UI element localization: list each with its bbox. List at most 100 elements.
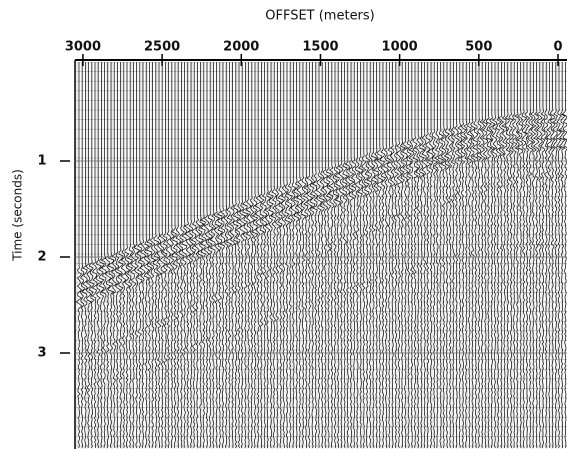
- seismic-trace: [232, 62, 240, 449]
- seismic-trace: [274, 62, 281, 449]
- seismic-trace: [139, 62, 147, 448]
- seismic-trace: [295, 62, 303, 449]
- seismic-trace: [225, 62, 233, 448]
- seismic-trace: [228, 62, 236, 449]
- seismic-trace: [450, 62, 456, 449]
- seismic-trace: [277, 62, 284, 449]
- seismic-trace: [85, 62, 93, 449]
- seismic-trace: [342, 62, 349, 449]
- seismic-trace: [481, 62, 489, 449]
- seismic-trace: [156, 62, 163, 449]
- seismic-trace: [184, 62, 192, 449]
- seismic-trace: [478, 62, 486, 449]
- y-axis-label: Time (seconds): [11, 169, 25, 262]
- seismic-trace: [91, 62, 98, 449]
- seismic-trace: [360, 62, 367, 449]
- seismic-trace: [104, 62, 112, 449]
- seismic-trace: [133, 62, 140, 449]
- seismic-trace: [219, 62, 226, 449]
- seismic-trace: [495, 62, 502, 449]
- seismic-trace: [280, 62, 288, 449]
- seismic-trace: [558, 62, 566, 449]
- seismic-trace: [440, 62, 447, 449]
- seismic-trace: [529, 62, 537, 449]
- seismic-trace: [555, 62, 562, 449]
- seismic-trace: [363, 62, 371, 449]
- seismic-trace: [540, 62, 546, 448]
- seismic-trace: [88, 62, 95, 449]
- x-tick-label: 0: [553, 40, 562, 55]
- x-tick-label: 3000: [65, 40, 101, 55]
- seismic-trace: [386, 62, 393, 449]
- seismic-trace: [334, 62, 341, 449]
- seismic-trace: [318, 62, 326, 449]
- seismic-trace: [552, 62, 559, 449]
- seismic-trace: [491, 62, 498, 449]
- seismic-trace: [158, 62, 166, 449]
- seismic-trace: [153, 62, 160, 449]
- seismic-trace: [188, 62, 195, 449]
- seismic-trace: [238, 62, 246, 449]
- seismic-trace: [81, 62, 89, 449]
- seismic-trace: [453, 62, 461, 449]
- seismic-trace: [100, 62, 108, 448]
- seismic-trace: [348, 62, 355, 449]
- seismic-trace: [79, 62, 85, 449]
- seismic-trace: [143, 62, 150, 449]
- seismic-trace: [382, 62, 391, 449]
- seismic-trace: [406, 62, 412, 449]
- seismic-trace: [532, 62, 540, 448]
- seismic-trace: [476, 62, 483, 449]
- seismic-trace: [332, 62, 339, 449]
- seismic-trace: [357, 62, 364, 449]
- seismic-trace: [264, 62, 272, 449]
- seismic-trace: [207, 62, 214, 449]
- seismic-trace: [501, 62, 508, 449]
- seismic-trace: [408, 62, 415, 449]
- traces: [75, 62, 567, 449]
- seismic-trace: [216, 62, 224, 449]
- y-tick-label: 3: [37, 346, 46, 361]
- seismic-trace: [95, 62, 102, 449]
- seismic-trace: [120, 62, 127, 449]
- seismic-trace: [399, 62, 407, 449]
- y-tick-label: 1: [37, 154, 46, 169]
- seismic-trace: [543, 62, 549, 449]
- seismic-trace: [162, 62, 168, 449]
- seismic-trace: [169, 62, 176, 448]
- seismic-trace: [327, 62, 335, 449]
- seismic-trace: [284, 62, 291, 449]
- seismic-trace: [171, 62, 178, 449]
- seismic-trace: [258, 62, 265, 449]
- seismic-trace: [181, 62, 188, 448]
- seismic-trace: [471, 62, 479, 449]
- seismic-trace: [354, 62, 361, 449]
- seismic-trace: [311, 62, 319, 449]
- seismic-trace: [254, 62, 262, 449]
- seismic-trace: [469, 62, 476, 448]
- x-tick-label: 500: [465, 40, 492, 55]
- seismic-trace: [110, 62, 118, 449]
- seismic-trace: [443, 62, 451, 449]
- seismic-trace: [419, 62, 426, 449]
- seismic-trace: [165, 62, 172, 449]
- seismic-trace: [261, 62, 268, 449]
- seismic-trace: [427, 62, 435, 449]
- seismic-trace: [545, 62, 553, 449]
- x-tick-label: 2000: [223, 40, 259, 55]
- seismic-trace: [431, 62, 439, 449]
- x-tick-label: 2500: [144, 40, 180, 55]
- seismic-trace: [149, 62, 157, 449]
- seismic-trace: [379, 62, 387, 449]
- seismic-trace: [136, 62, 143, 449]
- seismic-trace: [376, 62, 384, 449]
- seismic-trace: [107, 62, 115, 449]
- seismic-trace: [199, 62, 207, 449]
- seismic-trace: [197, 62, 205, 449]
- seismic-trace: [126, 62, 134, 449]
- seismic-trace: [488, 62, 496, 449]
- seismic-trace: [389, 62, 396, 449]
- seismic-trace: [209, 62, 217, 449]
- seismic-trace: [414, 62, 422, 449]
- seismic-trace: [245, 62, 252, 449]
